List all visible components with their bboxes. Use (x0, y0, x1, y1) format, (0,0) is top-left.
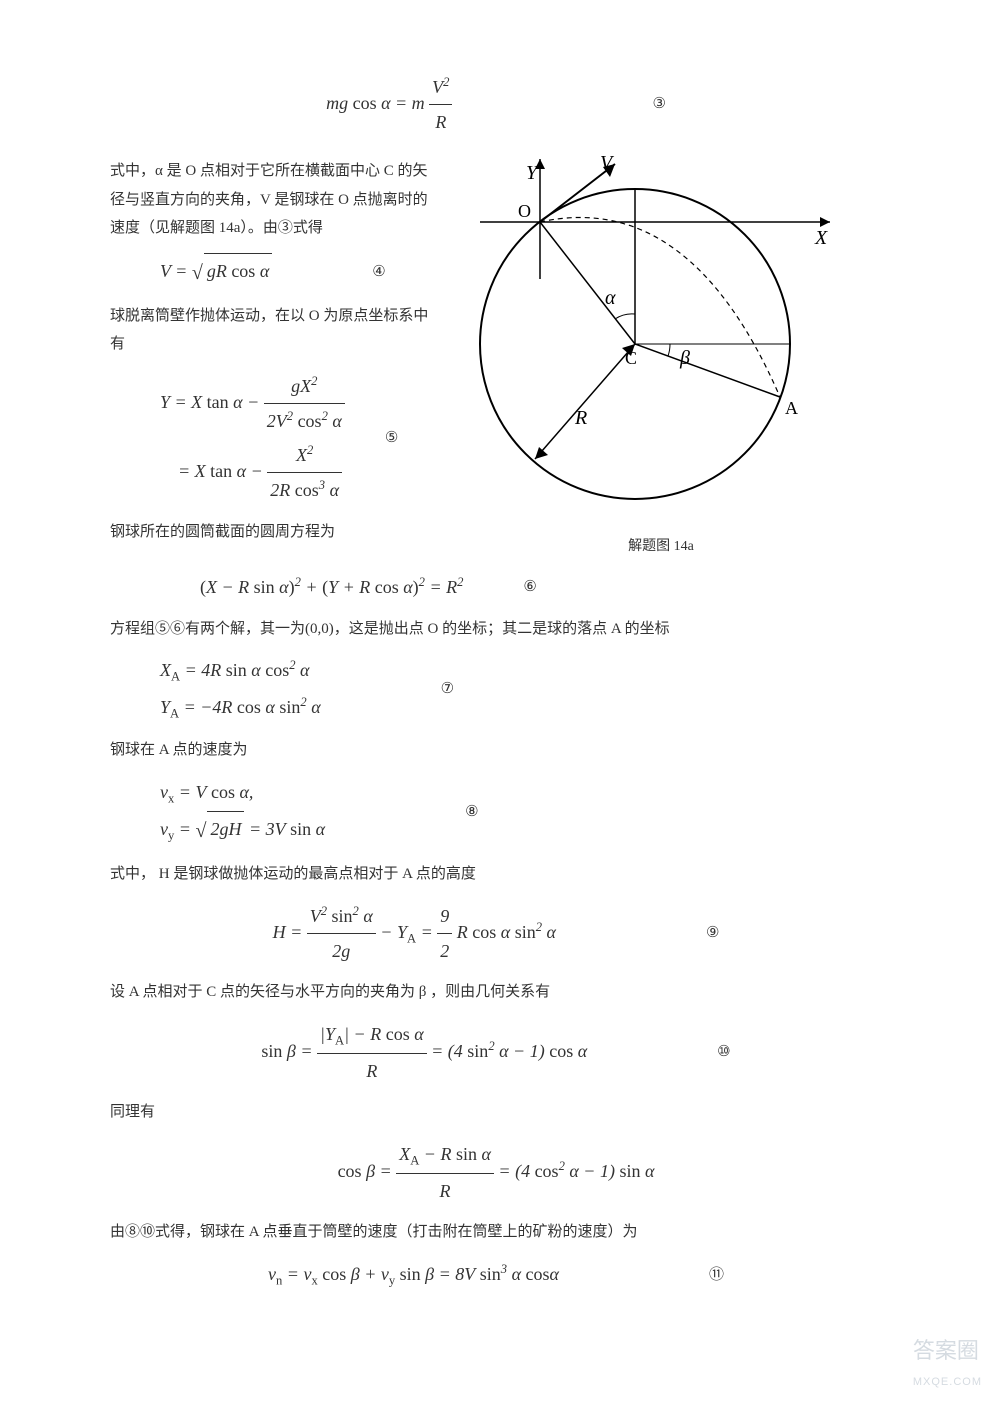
equation-10: sin β = |YA| − R cos αR = (4 sin2 α − 1)… (110, 1017, 882, 1089)
radius-ca (635, 344, 780, 397)
eq7-body: XA = 4R sin α cos2 α YA = −4R cos α sin2… (160, 653, 321, 726)
eq5-label: ⑤ (385, 424, 398, 453)
para-5: 钢球在 A 点的速度为 (110, 736, 882, 765)
figure-caption: 解题图 14a (440, 534, 882, 561)
equation-10b: cos β = XA − R sin αR = (4 cos2 α − 1) s… (110, 1137, 882, 1209)
para-4: 方程组⑤⑥有两个解，其一为(0,0)，这是抛出点 O 的坐标；其二是球的落点 A… (110, 615, 882, 644)
alpha-arc (615, 314, 635, 319)
figure-14a: Y V X O C α β R A (440, 149, 840, 519)
equation-6: (X − R sin α)2 + (Y + R cos α)2 = R2 ⑥ (110, 570, 882, 604)
eq9-body: H = V2 sin2 α2g − YA = 92 R cos α sin2 α (273, 899, 556, 968)
watermark: 答案圈 MXQE.COM (913, 1330, 982, 1393)
beta-arc (668, 344, 670, 356)
eq11-label: ⑪ (709, 1261, 724, 1290)
label-beta: β (679, 347, 690, 369)
label-o: O (518, 201, 531, 221)
eq11-body: vn = vx cos β + vy sin β = 8V sin3 α cos… (268, 1257, 559, 1294)
x-arrow (820, 217, 830, 227)
equation-3: mg cos α = m V2R ③ (110, 70, 882, 139)
equation-11: vn = vx cos β + vy sin β = 8V sin3 α cos… (110, 1257, 882, 1294)
para-3: 钢球所在的圆筒截面的圆周方程为 (110, 518, 430, 547)
eq8-label: ⑧ (465, 798, 478, 827)
equation-7: XA = 4R sin α cos2 α YA = −4R cos α sin2… (110, 653, 882, 726)
para-9: 由⑧⑩式得，钢球在 A 点垂直于筒壁的速度（打击附在筒壁上的矿粉的速度）为 (110, 1218, 882, 1247)
left-column: 式中，α 是 O 点相对于它所在横截面中心 C 的矢径与竖直方向的夹角，V 是钢… (110, 149, 430, 554)
para-2: 球脱离筒壁作抛体运动，在以 O 为原点坐标系中有 (110, 302, 430, 359)
eq10b-body: cos β = XA − R sin αR = (4 cos2 α − 1) s… (338, 1137, 655, 1209)
eq3-label: ③ (652, 90, 665, 119)
eq10-body: sin β = |YA| − R cos αR = (4 sin2 α − 1)… (261, 1017, 587, 1089)
eq4-body: V = √gR cos α (160, 253, 272, 292)
eq8-body: vx = V cos α, vy = √2gH = 3V sin α (160, 775, 325, 851)
eq4-label: ④ (372, 258, 385, 287)
eq10-label: ⑩ (717, 1038, 730, 1067)
label-c: C (625, 348, 637, 368)
label-alpha: α (605, 287, 616, 309)
eq3-body: mg cos α = m V2R (326, 70, 452, 139)
eq6-body: (X − R sin α)2 + (Y + R cos α)2 = R2 (200, 570, 463, 604)
equation-4: V = √gR cos α ④ (110, 253, 430, 292)
eq6-label: ⑥ (523, 573, 536, 602)
label-y: Y (526, 162, 539, 184)
text-figure-row: 式中，α 是 O 点相对于它所在横截面中心 C 的矢径与竖直方向的夹角，V 是钢… (110, 149, 882, 560)
radius-co (540, 222, 635, 344)
watermark-url: MXQE.COM (913, 1372, 982, 1393)
radius-r (535, 344, 635, 459)
watermark-text: 答案圈 (913, 1338, 979, 1363)
label-r: R (574, 407, 587, 429)
label-v: V (600, 152, 615, 174)
eq9-label: ⑨ (706, 919, 719, 948)
equation-5: Y = X tan α − gX22V2 cos2 α = X tan α − … (110, 369, 430, 508)
figure-column: Y V X O C α β R A 解题图 14a (440, 149, 882, 560)
para-8: 同理有 (110, 1098, 882, 1127)
trajectory-dashed (540, 218, 780, 398)
r-arrow1 (535, 447, 548, 459)
para-6: 式中， H 是钢球做抛体运动的最高点相对于 A 点的高度 (110, 860, 882, 889)
label-a: A (785, 398, 798, 418)
eq5-body: Y = X tan α − gX22V2 cos2 α = X tan α − … (160, 369, 345, 508)
label-x: X (814, 227, 828, 249)
eq7-label: ⑦ (441, 675, 454, 704)
para-1: 式中，α 是 O 点相对于它所在横截面中心 C 的矢径与竖直方向的夹角，V 是钢… (110, 157, 430, 243)
equation-8: vx = V cos α, vy = √2gH = 3V sin α ⑧ (110, 775, 882, 851)
equation-9: H = V2 sin2 α2g − YA = 92 R cos α sin2 α… (110, 899, 882, 968)
para-7: 设 A 点相对于 C 点的矢径与水平方向的夹角为 β ，则由几何关系有 (110, 978, 882, 1007)
